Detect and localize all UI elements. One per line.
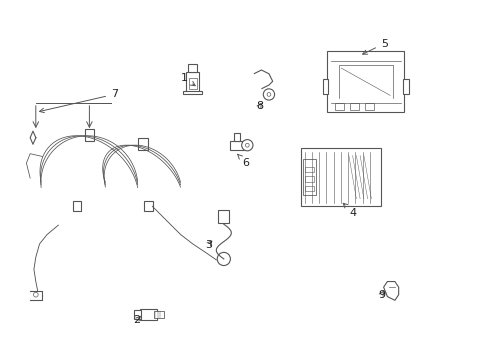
Text: 8: 8	[255, 102, 263, 112]
Text: 9: 9	[377, 289, 385, 300]
Text: 2: 2	[133, 315, 141, 325]
Text: 1: 1	[180, 73, 195, 86]
Bar	[183, 91, 202, 94]
Bar	[334, 103, 344, 111]
Polygon shape	[383, 282, 398, 300]
Bar	[326, 51, 404, 112]
Text: 7: 7	[40, 89, 118, 113]
Bar	[234, 133, 239, 140]
Bar	[364, 103, 373, 111]
Text: 3: 3	[204, 240, 212, 250]
Bar	[230, 140, 243, 150]
Bar	[304, 167, 313, 172]
Bar	[186, 72, 199, 93]
Bar	[302, 159, 315, 195]
Circle shape	[241, 140, 252, 151]
Circle shape	[217, 252, 230, 266]
Bar	[73, 201, 81, 211]
Circle shape	[245, 143, 249, 147]
Bar	[154, 311, 163, 318]
Bar	[133, 310, 141, 319]
Bar	[84, 129, 94, 141]
Bar	[189, 77, 196, 89]
Bar	[403, 79, 408, 94]
Polygon shape	[253, 70, 272, 89]
Bar	[188, 64, 197, 72]
Text: 5: 5	[362, 39, 387, 54]
Bar	[218, 210, 229, 223]
Bar	[300, 148, 380, 206]
Text: 6: 6	[237, 154, 249, 168]
Bar	[322, 79, 327, 94]
Bar	[349, 103, 359, 111]
Text: 4: 4	[343, 203, 356, 218]
Bar	[140, 309, 157, 320]
Bar	[138, 138, 147, 150]
Bar	[304, 176, 313, 182]
Circle shape	[33, 292, 38, 297]
Bar	[144, 201, 153, 211]
Circle shape	[266, 93, 270, 96]
Bar	[304, 186, 313, 191]
Circle shape	[263, 89, 274, 100]
